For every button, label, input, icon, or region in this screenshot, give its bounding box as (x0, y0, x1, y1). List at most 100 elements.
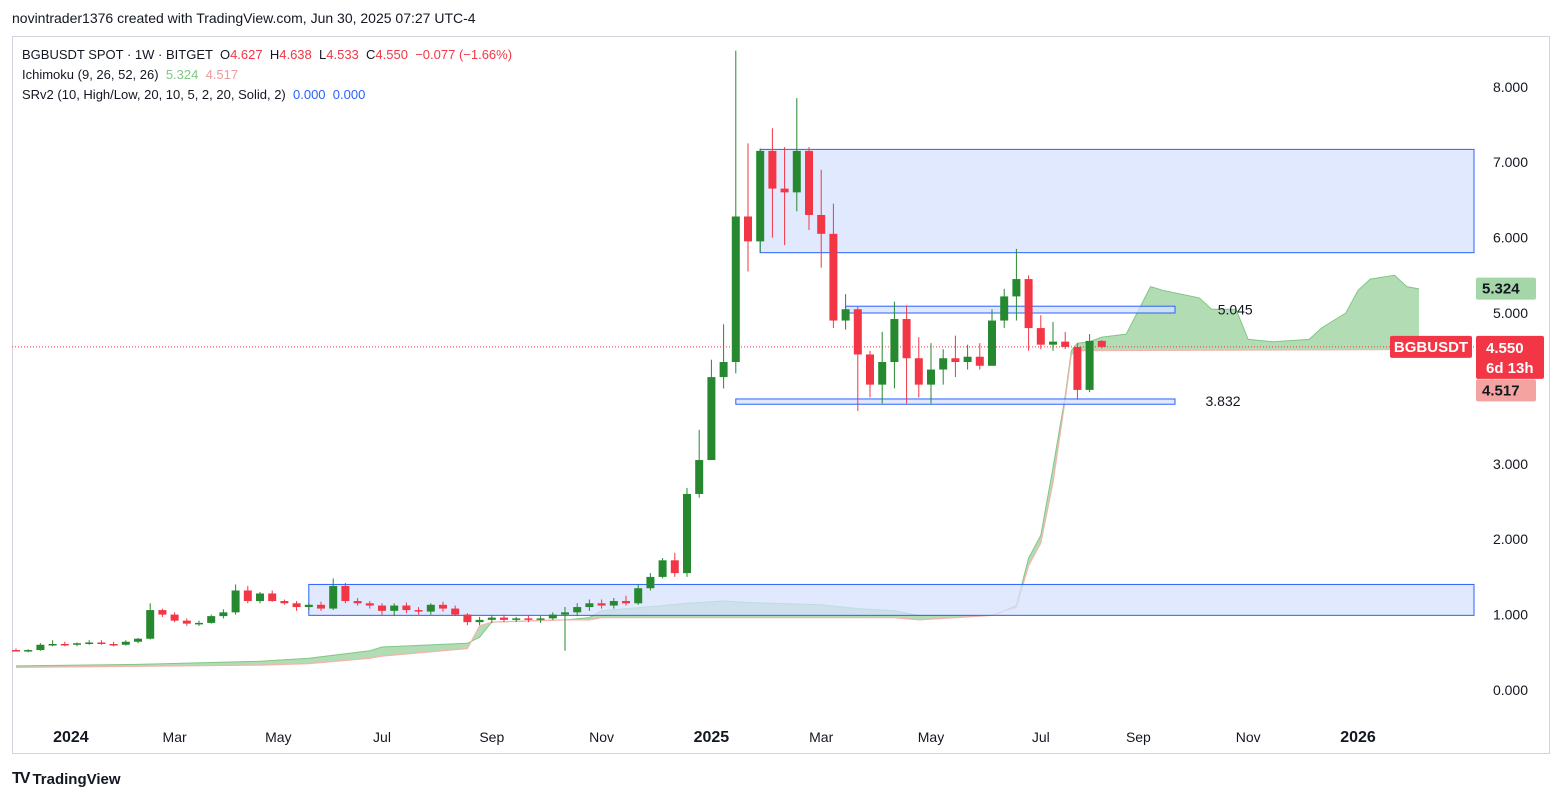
candle (792, 98, 801, 212)
candle-body (24, 650, 33, 652)
candle (927, 343, 935, 404)
candle (561, 607, 569, 651)
candle-body (341, 585, 350, 602)
tradingview-logo-icon: TV (12, 770, 31, 787)
candle-body (561, 612, 569, 615)
candle (866, 350, 874, 398)
candle-body (231, 590, 240, 613)
close-value: 4.550 (375, 47, 408, 62)
candle-body (963, 356, 972, 363)
candle-body (1000, 296, 1009, 321)
candle-body (134, 638, 142, 642)
candle-body (304, 604, 313, 608)
high-label: H (269, 47, 280, 62)
candle-body (85, 642, 94, 644)
candle-body (939, 358, 948, 370)
candle (609, 598, 618, 609)
x-tick-label: 2024 (53, 729, 89, 746)
candle-body (1036, 328, 1045, 345)
candle (719, 324, 728, 389)
chart-frame[interactable] (12, 36, 1550, 754)
candle-body (109, 644, 118, 646)
tradingview-brand[interactable]: TV TradingView (12, 770, 121, 788)
candle (402, 602, 411, 614)
legend-symbol-row[interactable]: BGBUSDT SPOT · 1W · BITGET O4.627 H4.638… (22, 45, 512, 65)
candle (756, 148, 765, 253)
tradingview-brand-text: TradingView (32, 770, 121, 788)
candle-body (378, 605, 386, 611)
candle (426, 603, 435, 615)
candle-body (353, 601, 362, 604)
candle-body (207, 616, 216, 623)
candle-body (756, 150, 765, 242)
candle-body (866, 354, 874, 385)
candle (890, 301, 899, 389)
candle (902, 305, 911, 404)
ichimoku-b-price-tag-bg (1476, 379, 1536, 402)
last-price-tag-bg (1476, 335, 1544, 379)
candle (207, 614, 216, 624)
candle-body (1073, 346, 1082, 390)
candle-body (841, 309, 850, 321)
candle (329, 578, 338, 611)
candle-body (158, 610, 167, 615)
candle (182, 618, 191, 626)
open-label: O (219, 47, 231, 62)
candle (158, 608, 167, 617)
legend-ichimoku-row[interactable]: Ichimoku (9, 26, 52, 26) 5.324 4.517 (22, 65, 512, 85)
y-tick-label: 3.000 (1493, 456, 1528, 472)
candle-body (414, 610, 423, 612)
candle (988, 309, 996, 366)
x-tick-label: May (918, 729, 944, 745)
candle-body (548, 614, 557, 619)
candle (268, 590, 277, 602)
symbol-price-tag-bg (1390, 335, 1472, 358)
x-tick-label: 2026 (1340, 729, 1376, 746)
candle (805, 147, 813, 231)
candle-body (670, 560, 679, 574)
candle-body (573, 607, 582, 613)
candle-body (1049, 341, 1057, 345)
x-tick-label: 2025 (694, 729, 730, 746)
change-value: −0.077 (−1.66%) (415, 47, 513, 62)
chart-header: novintrader1376 created with TradingView… (12, 10, 476, 26)
candle-body (585, 603, 594, 608)
candle-body (512, 618, 521, 620)
legend-srv2-row[interactable]: SRv2 (10, High/Low, 20, 10, 5, 2, 20, So… (22, 85, 512, 105)
y-tick-label: 8.000 (1493, 79, 1528, 95)
candle-body (121, 641, 130, 645)
candle-body (329, 585, 338, 609)
candle (975, 343, 984, 370)
candle (12, 648, 20, 652)
candle (292, 601, 301, 611)
candle-body (744, 216, 752, 242)
candle-body (500, 617, 508, 620)
x-tick-label: May (265, 729, 291, 745)
candle (341, 582, 350, 604)
sr-zone-0 (759, 148, 1475, 254)
x-tick-label: Sep (1126, 729, 1151, 745)
candle-body (402, 605, 411, 611)
candle (1049, 322, 1057, 351)
candle (548, 612, 557, 620)
candle (231, 584, 240, 615)
candle-body (951, 358, 960, 363)
candle-body (597, 603, 606, 606)
candle (658, 558, 667, 579)
candle (500, 614, 508, 623)
candle (829, 203, 838, 329)
candle (744, 143, 752, 272)
candle-body (475, 619, 484, 623)
candle (683, 487, 691, 577)
candle-body (60, 644, 69, 646)
y-tick-label: 2.000 (1493, 531, 1528, 547)
candle (1073, 343, 1082, 400)
candle-body (219, 612, 228, 617)
candle-body (73, 643, 81, 645)
candle (463, 613, 472, 626)
candle-body (182, 620, 191, 624)
candle (1000, 288, 1009, 329)
candle-body (170, 614, 179, 621)
x-tick-label: Jul (1032, 729, 1050, 745)
